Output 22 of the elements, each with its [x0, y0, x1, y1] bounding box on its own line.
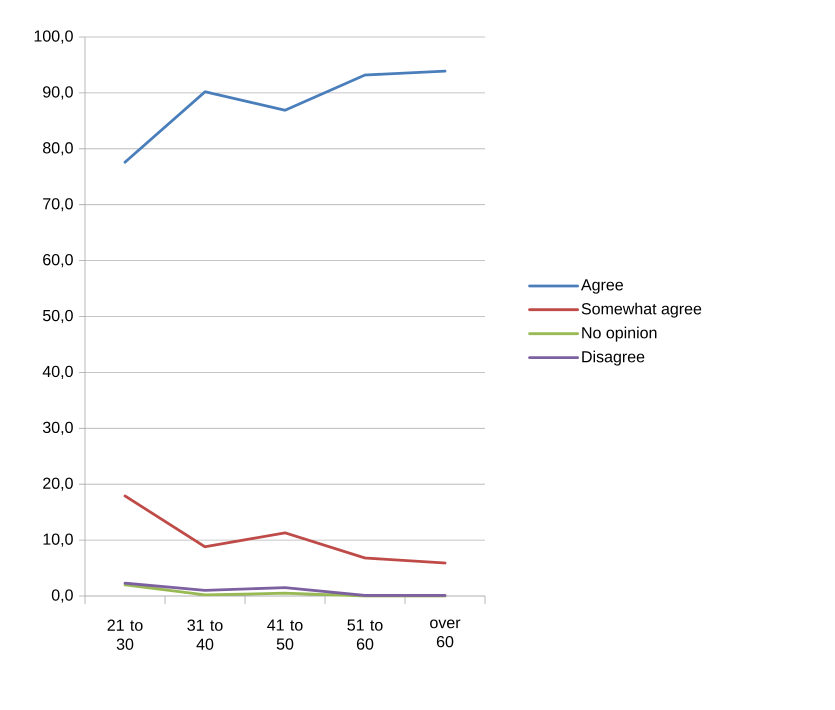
- y-tick-label: 60,0: [43, 254, 73, 268]
- y-tick-label: 10,0: [44, 533, 73, 547]
- y-tick-label: 70,0: [43, 198, 73, 212]
- x-tick-label: 41 to 50: [267, 620, 303, 650]
- y-tick-label: 20,0: [43, 478, 73, 491]
- x-tick-label: 31 to 40: [187, 620, 223, 650]
- legend-label: No opinion: [582, 326, 656, 342]
- legend-label: Disagree: [582, 350, 644, 366]
- line-series: [124, 494, 446, 564]
- y-tick-label: 50,0: [42, 310, 73, 324]
- legend-label: Somewhat agree: [582, 302, 702, 318]
- x-tick-label: 21 to 30: [108, 620, 143, 650]
- legend-label: Agree: [581, 279, 623, 294]
- x-tick-label: over 60: [430, 620, 460, 648]
- y-tick-label: 40,0: [42, 366, 73, 380]
- y-tick-label: 100,0: [34, 30, 73, 44]
- y-tick-label: 0,0: [52, 589, 73, 603]
- y-tick-label: 30,0: [42, 422, 73, 435]
- y-tick-label: 80,0: [43, 142, 73, 156]
- x-tick-label: 51 to 60: [347, 620, 383, 650]
- y-tick-label: 90,0: [43, 86, 73, 100]
- line-series: [124, 70, 446, 164]
